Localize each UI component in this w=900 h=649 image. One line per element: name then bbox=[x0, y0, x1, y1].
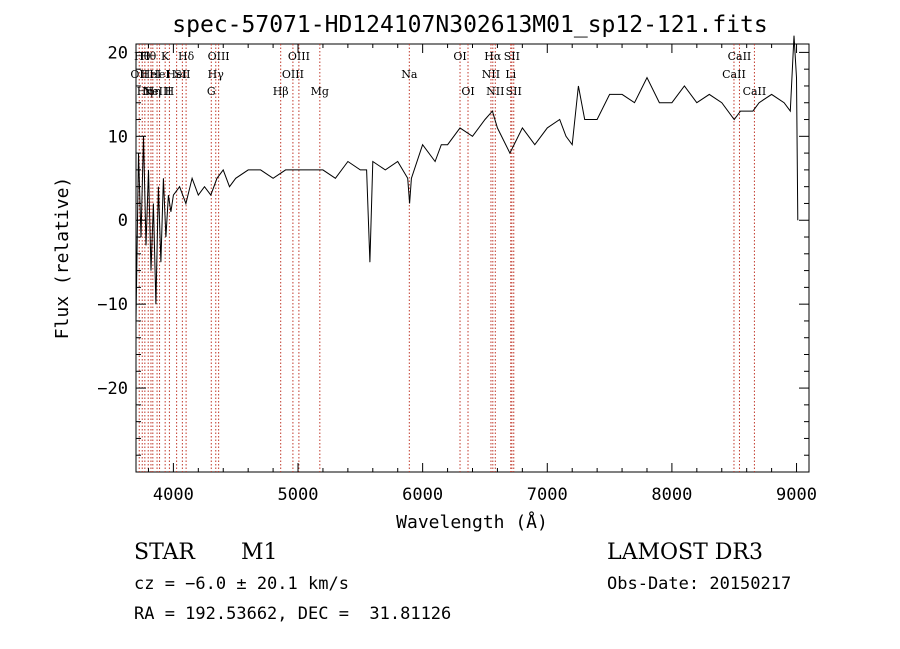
line-label-26: Li bbox=[505, 68, 516, 81]
y-tick-label-1: −10 bbox=[97, 295, 128, 315]
line-label-7: HeI bbox=[149, 68, 169, 81]
observation-date: Obs-Date: 20150217 bbox=[607, 574, 792, 594]
line-label-28: SII bbox=[506, 85, 522, 98]
line-label-0: OII bbox=[130, 68, 148, 81]
spectrum-series-line bbox=[135, 35, 799, 321]
line-label-21: OI bbox=[453, 50, 466, 63]
line-label-5: Hη bbox=[145, 85, 161, 98]
line-label-22: OI bbox=[461, 85, 474, 98]
line-label-1: Hθ bbox=[134, 50, 151, 63]
line-label-11: SII bbox=[174, 68, 190, 81]
line-label-14: Hγ bbox=[208, 68, 225, 81]
redshift-velocity: cz = −6.0 ± 20.1 km/s bbox=[134, 574, 349, 594]
line-label-18: OIII bbox=[288, 50, 310, 63]
line-label-23: NII bbox=[482, 68, 500, 81]
y-tick-label-3: 10 bbox=[108, 127, 128, 147]
line-label-17: OIII bbox=[282, 68, 304, 81]
x-axis-label: Wavelength (Å) bbox=[396, 511, 548, 533]
object-subclass: M1 bbox=[241, 540, 278, 565]
line-label-12: Hδ bbox=[178, 50, 195, 63]
x-tick-label-3: 7000 bbox=[527, 485, 568, 505]
line-label-29: CaII bbox=[722, 68, 746, 81]
line-label-9: H bbox=[165, 85, 175, 98]
line-label-4: HeI bbox=[141, 68, 161, 81]
line-label-3: Hθ bbox=[140, 50, 157, 63]
line-label-10: HeI bbox=[166, 68, 186, 81]
line-label-25: NII bbox=[486, 85, 504, 98]
y-tick-label-0: −20 bbox=[97, 379, 128, 399]
line-label-24: Hα bbox=[484, 50, 502, 63]
line-label-8: K bbox=[161, 50, 170, 63]
survey-name: LAMOST DR3 bbox=[607, 540, 763, 565]
chart-title: spec-57071-HD124107N302613M01_sp12-121.f… bbox=[172, 12, 767, 38]
x-tick-label-4: 8000 bbox=[651, 485, 692, 505]
x-tick-label-0: 4000 bbox=[153, 485, 194, 505]
line-label-30: CaII bbox=[728, 50, 752, 63]
axis-ticks: 4000 5000 6000 7000 8000 9000 −20 −10 0 10 20 bbox=[97, 43, 817, 505]
line-label-6: NeIII bbox=[142, 85, 171, 98]
x-tick-label-2: 6000 bbox=[402, 485, 443, 505]
line-label-31: CaII bbox=[743, 85, 767, 98]
line-label-16: Hβ bbox=[273, 85, 289, 98]
coordinates: RA = 192.53662, DEC = 31.81126 bbox=[134, 604, 452, 624]
object-class: STAR bbox=[134, 540, 195, 565]
x-tick-label-1: 5000 bbox=[278, 485, 319, 505]
spectral-line-labels: OIIHθHηHθHeIHηNeIIIHeIKHHeISIIHδGHγOIIIH… bbox=[130, 50, 766, 98]
y-tick-label-4: 20 bbox=[108, 43, 128, 63]
line-label-15: OIII bbox=[208, 50, 230, 63]
line-label-13: G bbox=[207, 85, 216, 98]
line-label-20: Na bbox=[401, 68, 418, 81]
line-label-2: Hη bbox=[137, 85, 153, 98]
x-tick-label-5: 9000 bbox=[776, 485, 817, 505]
plot-frame bbox=[135, 43, 810, 473]
spectral-line-markers bbox=[138, 44, 755, 472]
line-label-27: SII bbox=[504, 50, 520, 63]
y-axis-label: Flux (relative) bbox=[52, 177, 73, 340]
y-tick-label-2: 0 bbox=[118, 211, 128, 231]
line-label-19: Mg bbox=[311, 85, 329, 98]
